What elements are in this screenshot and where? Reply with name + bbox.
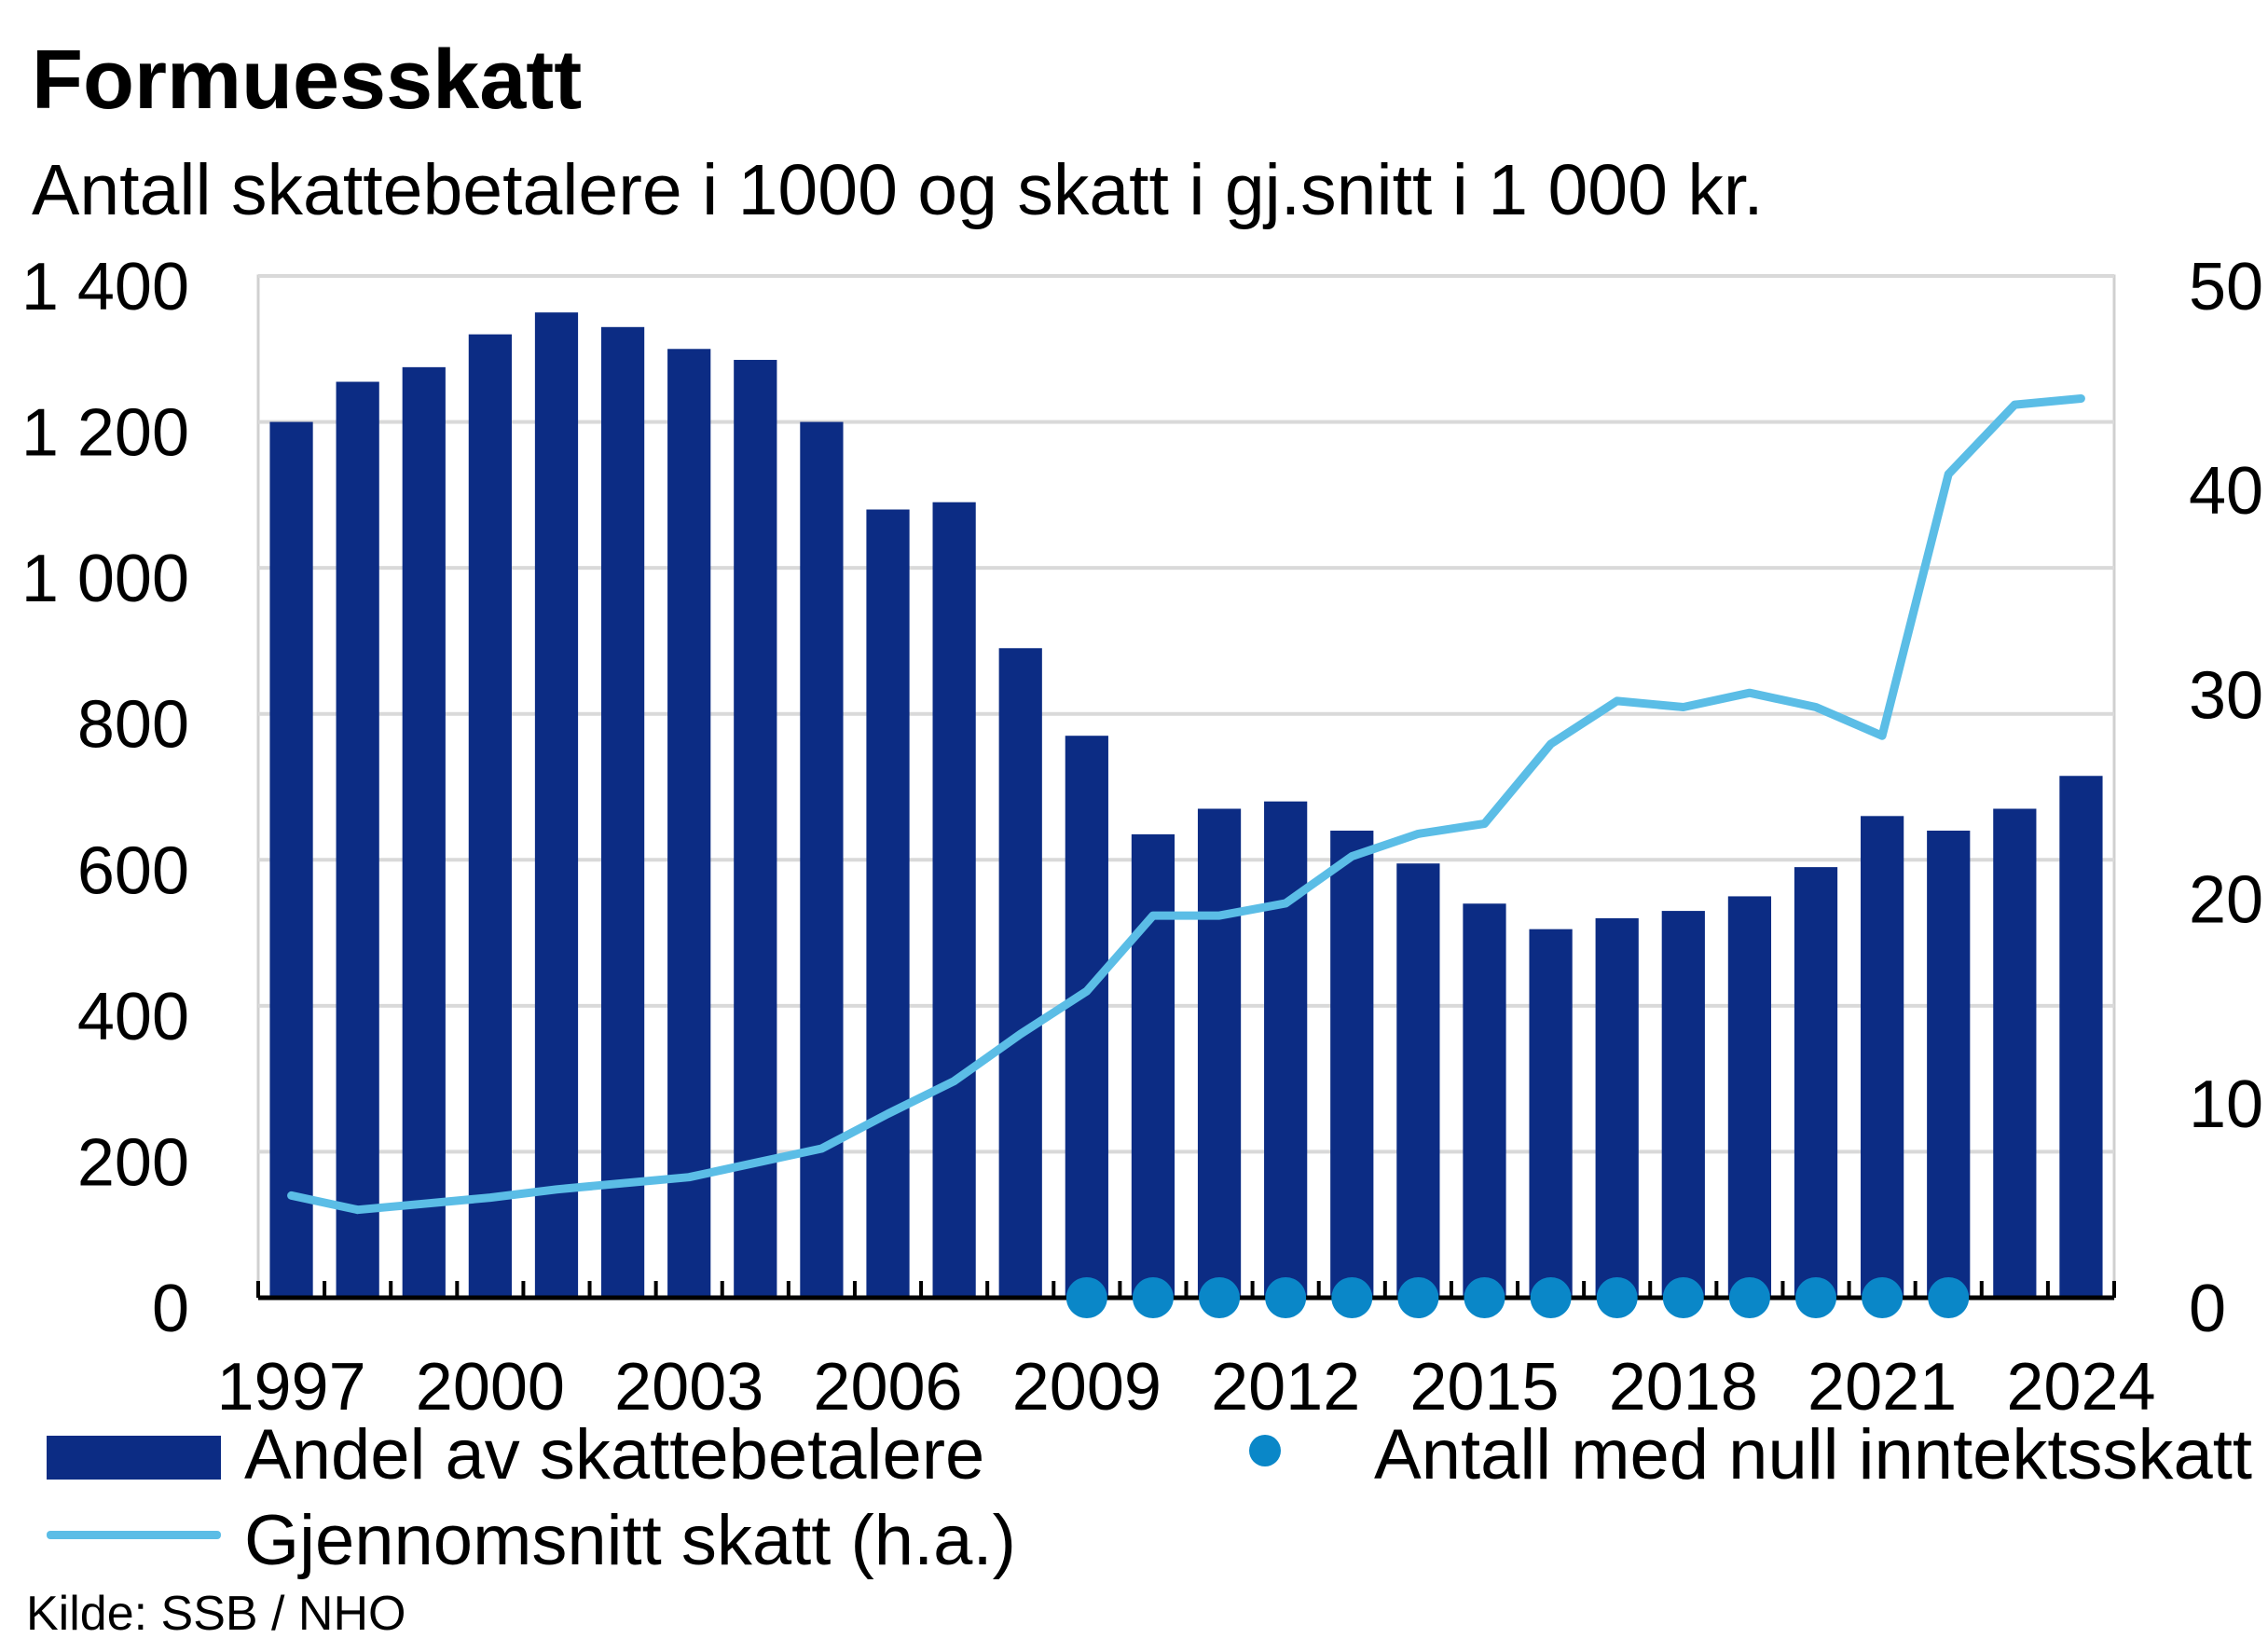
dot-marker <box>1199 1277 1241 1318</box>
bar <box>269 421 313 1299</box>
dot-marker <box>1265 1277 1307 1318</box>
bar <box>1264 801 1308 1298</box>
bar <box>1861 816 1904 1298</box>
bar <box>1463 903 1506 1298</box>
y-left-tick-label: 1 200 <box>21 396 189 471</box>
x-tick-label: 2006 <box>813 1350 962 1425</box>
x-tick-label: 2012 <box>1211 1350 1360 1425</box>
y-left-tick-label: 800 <box>77 688 189 763</box>
legend-swatch-dot <box>1249 1435 1281 1466</box>
bar <box>1065 736 1108 1298</box>
legend-label: Andel av skattebetalere <box>244 1415 985 1494</box>
y-right-tick-label: 0 <box>2189 1272 2226 1346</box>
bar <box>534 312 579 1299</box>
dot-series <box>1065 1277 1970 1318</box>
bar <box>468 334 512 1299</box>
bar <box>402 366 446 1298</box>
y-left-tick-label: 400 <box>77 980 189 1054</box>
y-right-tick-label: 40 <box>2189 454 2263 529</box>
bar <box>932 502 976 1298</box>
dot-marker <box>1331 1277 1373 1318</box>
y-left-tick-label: 0 <box>152 1272 189 1346</box>
x-tick-label: 2015 <box>1409 1350 1559 1425</box>
bar <box>1330 830 1374 1298</box>
bar <box>1396 863 1440 1298</box>
dot-marker <box>1928 1277 1970 1318</box>
bar <box>1794 867 1838 1298</box>
chart-subtitle: Antall skattebetalere i 1000 og skatt i … <box>32 150 1764 230</box>
x-tick-label: 2003 <box>614 1350 763 1425</box>
bar <box>600 326 645 1298</box>
x-tick-label: 2024 <box>2006 1350 2155 1425</box>
bar <box>800 421 844 1299</box>
bar <box>1529 929 1573 1298</box>
tick-labels: 0 200 400 600 800 1 000 1 200 1 400 0 10 20 30 40 50 1… <box>21 250 2263 1425</box>
x-tick-label: 1997 <box>216 1350 365 1425</box>
y-right-tick-label: 20 <box>2189 863 2263 938</box>
bar <box>1595 917 1639 1298</box>
legend-label: Gjennomsnitt skatt (h.a.) <box>244 1501 1016 1580</box>
dot-marker <box>1530 1277 1572 1318</box>
bar <box>1131 833 1175 1298</box>
bar <box>998 648 1042 1298</box>
y-left-tick-label: 200 <box>77 1125 189 1200</box>
legend-swatch-bar <box>47 1436 221 1480</box>
line-gjennomsnitt-skatt <box>287 394 2085 1215</box>
dot-marker <box>1728 1277 1770 1318</box>
dot-marker <box>1464 1277 1505 1318</box>
legend-label: Antall med null inntektsskatt <box>1374 1415 2253 1494</box>
y-right-tick-label: 50 <box>2189 250 2263 324</box>
dot-marker <box>1397 1277 1439 1318</box>
dot-marker <box>1862 1277 1904 1318</box>
y-right-tick-label: 30 <box>2189 658 2263 733</box>
line-series <box>287 394 2085 1215</box>
dot-marker <box>1065 1277 1107 1318</box>
chart-source: Kilde: SSB / NHO <box>26 1587 406 1641</box>
bar <box>1993 808 2037 1298</box>
legend-swatch-line <box>47 1531 221 1539</box>
dot-marker <box>1596 1277 1638 1318</box>
dot-marker <box>1795 1277 1837 1318</box>
chart-title: Formuesskatt <box>32 34 583 127</box>
y-right-tick-label: 10 <box>2189 1067 2263 1142</box>
bar <box>1727 896 1772 1298</box>
bar <box>2059 776 2103 1298</box>
bar <box>1661 911 1705 1298</box>
dot-marker <box>1132 1277 1174 1318</box>
x-tick-label: 2000 <box>416 1350 565 1425</box>
x-tick-label: 2009 <box>1012 1350 1161 1425</box>
y-left-tick-label: 600 <box>77 833 189 908</box>
bar <box>336 381 379 1298</box>
bar <box>866 509 910 1298</box>
bar <box>1927 830 1971 1298</box>
x-tick-label: 2021 <box>1808 1350 1957 1425</box>
bar <box>667 349 711 1298</box>
bar-series <box>269 312 2103 1299</box>
bar <box>734 360 777 1298</box>
x-tick-label: 2018 <box>1609 1350 1758 1425</box>
y-left-tick-label: 1 000 <box>21 542 189 616</box>
y-left-tick-label: 1 400 <box>21 250 189 324</box>
bar <box>1197 808 1242 1298</box>
dot-marker <box>1662 1277 1704 1318</box>
